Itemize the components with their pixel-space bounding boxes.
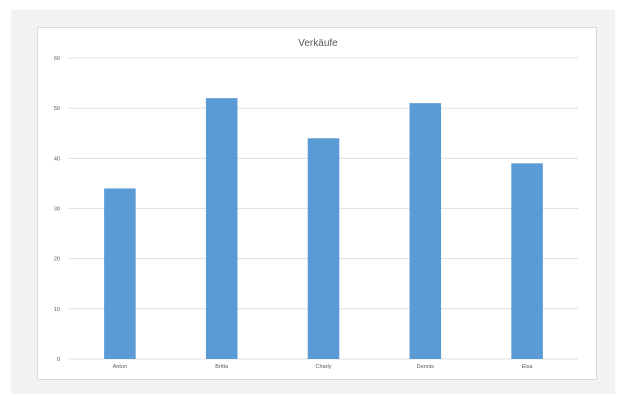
x-tick-label: Anton <box>113 364 127 370</box>
y-tick-label: 10 <box>54 307 60 313</box>
bars <box>104 98 543 360</box>
chart-area: Verkäufe 0 10 20 30 40 50 60 Anton Britta Charly… <box>37 27 597 380</box>
y-tick-label: 40 <box>54 156 60 162</box>
bar-elsa <box>511 163 543 359</box>
bar-charly <box>307 138 340 359</box>
bar-chart: Verkäufe 0 10 20 30 40 50 60 Anton Britta Charly… <box>54 38 578 370</box>
bar-britta <box>205 98 238 359</box>
chart-container: Verkäufe 0 10 20 30 40 50 60 Anton Britta Charly… <box>11 10 615 394</box>
x-tick-label: Charly <box>316 364 332 370</box>
y-tick-label: 60 <box>54 56 60 62</box>
y-tick-label: 0 <box>57 357 60 363</box>
x-axis-ticks: Anton Britta Charly Dennis Elsa <box>113 364 534 370</box>
y-tick-label: 50 <box>54 106 60 112</box>
x-tick-label: Britta <box>215 364 229 370</box>
x-tick-label: Elsa <box>522 364 534 370</box>
y-tick-label: 30 <box>54 207 60 213</box>
chart-title: Verkäufe <box>298 38 338 49</box>
x-tick-label: Dennis <box>417 364 434 370</box>
bar-anton <box>104 188 136 359</box>
bar-dennis <box>409 103 442 360</box>
y-tick-label: 20 <box>54 257 60 263</box>
y-axis-ticks: 0 10 20 30 40 50 60 <box>54 56 60 363</box>
